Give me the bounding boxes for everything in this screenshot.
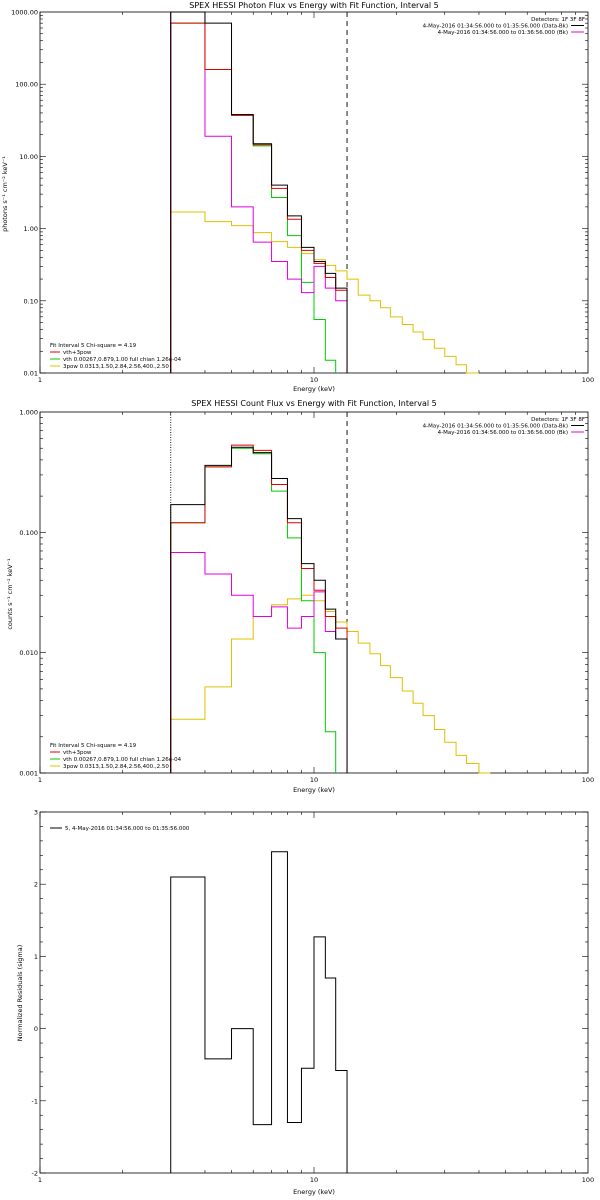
series-data-bk xyxy=(170,11,348,373)
series-bk xyxy=(170,551,348,773)
y-tick-label: 0.010 xyxy=(19,649,38,657)
legend-entry: Detectors: 1F 3F 8F xyxy=(531,17,585,23)
x-tick-label: 100 xyxy=(582,1176,594,1184)
x-axis-label: Energy (keV) xyxy=(293,385,335,393)
y-axis-label: photons s⁻¹ cm⁻² keV⁻¹ xyxy=(1,156,9,232)
count-flux-panel: SPEX HESSI Count Flux vs Energy with Fit… xyxy=(6,399,594,794)
y-axis-label: Normalized Residuals (sigma) xyxy=(16,945,24,1042)
y-tick-label: 1.000 xyxy=(19,409,38,417)
y-tick-label: 1000.00 xyxy=(11,9,38,17)
x-tick-label: 1 xyxy=(38,1176,42,1184)
y-tick-label: 1.00 xyxy=(24,225,38,233)
legend-entry: vth+3pow xyxy=(63,350,92,356)
legend-entry: 4-May-2016 01:34:56.000 to 01:35:56.000 … xyxy=(423,424,568,430)
legend-entry: 5, 4-May-2016 01:34:56.000 to 01:35:56.0… xyxy=(65,826,190,832)
x-tick-label: 100 xyxy=(582,776,594,784)
y-axis-label: counts s⁻¹ cm⁻² keV⁻¹ xyxy=(6,558,14,630)
x-tick-label: 10 xyxy=(310,1176,318,1184)
legend-entry: 4-May-2016 01:34:56.000 to 01:35:56.000 … xyxy=(423,24,568,30)
series-data-bk xyxy=(170,446,348,773)
y-tick-label: 0.001 xyxy=(19,770,38,778)
y-tick-label: 0.100 xyxy=(19,529,38,537)
legend-bottom: Fit Interval 5 Chi-square = 4.19vth+3pow… xyxy=(50,743,182,770)
legend-entry: Fit Interval 5 Chi-square = 4.19 xyxy=(50,343,137,349)
y-tick-label: 2 xyxy=(34,881,38,889)
series-3pow xyxy=(170,211,479,374)
y-tick-label: 0.10 xyxy=(24,297,38,305)
x-tick-label: 1 xyxy=(38,776,42,784)
y-tick-label: -2 xyxy=(32,1170,38,1178)
x-tick-label: 10 xyxy=(310,776,318,784)
y-tick-label: -1 xyxy=(32,1097,38,1105)
legend-entry: vth+3pow xyxy=(63,750,92,756)
legend-entry: 4-May-2016 01:34:56.000 to 01:36:56.000 … xyxy=(438,430,568,436)
legend-bottom: Fit Interval 5 Chi-square = 4.19vth+3pow… xyxy=(50,343,182,370)
legend-entry: Detectors: 1F 3F 8F xyxy=(531,417,585,423)
x-tick-label: 1 xyxy=(38,376,42,384)
legend-top-left: 5, 4-May-2016 01:34:56.000 to 01:35:56.0… xyxy=(50,826,190,832)
chart-title: SPEX HESSI Photon Flux vs Energy with Fi… xyxy=(189,1,439,10)
y-tick-label: 10.00 xyxy=(19,153,38,161)
x-axis-label: Energy (keV) xyxy=(293,1188,335,1196)
x-axis-label: Energy (keV) xyxy=(293,786,335,794)
x-tick-label: 10 xyxy=(310,376,318,384)
y-tick-label: 100.00 xyxy=(15,81,38,89)
residuals-panel: Energy (keV) Normalized Residuals (sigma… xyxy=(16,809,594,1197)
legend-top: Detectors: 1F 3F 8F4-May-2016 01:34:56.0… xyxy=(423,17,585,36)
series-bk xyxy=(170,11,348,373)
chart-title: SPEX HESSI Count Flux vs Energy with Fit… xyxy=(191,399,436,408)
y-tick-label: 0.01 xyxy=(24,370,38,378)
photon-flux-panel: SPEX HESSI Photon Flux vs Energy with Fi… xyxy=(1,1,594,393)
y-tick-label: 3 xyxy=(34,809,38,817)
legend-entry: Fit Interval 5 Chi-square = 4.19 xyxy=(50,743,137,749)
legend-entry: vth 0.00267,0.879,1.00 full chian 1.26e-… xyxy=(63,357,182,363)
legend-entry: 4-May-2016 01:34:56.000 to 01:36:56.000 … xyxy=(438,30,568,36)
y-tick-label: 1 xyxy=(34,953,38,961)
legend-top: Detectors: 1F 3F 8F4-May-2016 01:34:56.0… xyxy=(423,417,585,436)
y-tick-label: 0 xyxy=(34,1025,38,1033)
x-tick-label: 100 xyxy=(582,376,594,384)
legend-entry: 3pow 0.0313,1.50,2.84,2.56,400.,2.50 xyxy=(63,364,169,370)
legend-entry: vth 0.00267,0.879,1.00 full chian 1.26e-… xyxy=(63,757,182,763)
legend-entry: 3pow 0.0313,1.50,2.84,2.56,400.,2.50 xyxy=(63,764,169,770)
series-5-4-may-2016-01-34-56-000-to-01-35-56-000 xyxy=(170,851,348,1173)
